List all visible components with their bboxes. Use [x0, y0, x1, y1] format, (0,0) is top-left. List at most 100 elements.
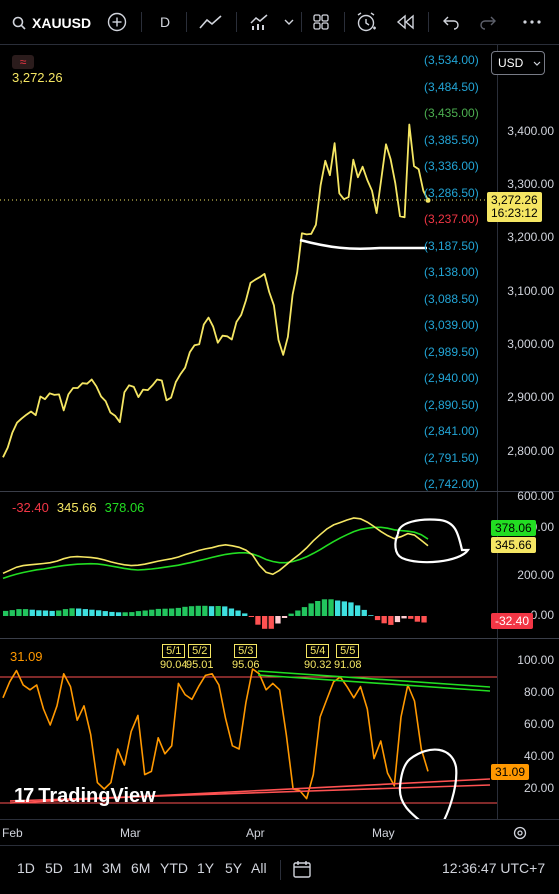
price-axis[interactable]: 3,400.00 3,300.00 3,200.00 3,100.00 3,00…	[497, 45, 559, 491]
macd-histogram-bar	[9, 610, 15, 616]
fib-level-label: (3,237.00)	[424, 212, 479, 226]
macd-histogram-bar	[149, 609, 155, 616]
time-axis[interactable]: Feb Mar Apr May	[0, 819, 559, 846]
more-dots-icon	[523, 20, 541, 24]
rsi-marker-value: 90.32	[304, 659, 332, 671]
rewind-icon	[396, 14, 414, 30]
undo-icon	[443, 16, 459, 30]
rsi-pane[interactable]: 31.09 5/1 90.04 5/2 95.01 5/3 95.06 5/4 90.32 5/…	[0, 639, 497, 819]
timeframe-1y[interactable]: 1Y	[197, 860, 215, 876]
price-pane[interactable]: ≈ 3,272.26 (3,534.00) (3,484.50) (3,435.00…	[0, 45, 497, 491]
timeframe-6m[interactable]: 6M	[131, 860, 151, 876]
macd-histogram-bar	[155, 608, 161, 616]
timeframe-5y[interactable]: 5Y	[225, 860, 243, 876]
more-button[interactable]	[517, 10, 547, 34]
macd-histogram-bar	[62, 609, 69, 616]
macd-histogram-bar	[374, 616, 381, 621]
toolbar-divider	[428, 12, 429, 32]
macd-histogram-bar	[414, 616, 420, 622]
macd-histogram-bar	[195, 605, 201, 616]
macd-histogram-bar	[135, 611, 142, 616]
toolbar-divider	[344, 12, 345, 32]
macd-histogram-bar	[275, 616, 281, 624]
price-tick: 3,300.00	[507, 177, 554, 191]
fib-level-label: (2,989.50)	[424, 344, 479, 359]
rsi-marker-tag: 5/2	[188, 644, 212, 658]
macd-tick: 0.00	[530, 608, 554, 622]
macd-histogram-bar	[142, 610, 148, 616]
price-tick: 2,900.00	[507, 390, 554, 404]
rsi-axis[interactable]: 100.00 80.00 60.00 40.00 20.00	[497, 639, 559, 819]
macd-histogram-bar	[235, 610, 241, 616]
timeframe-1m[interactable]: 1M	[73, 860, 93, 876]
macd-histogram-bar	[182, 606, 188, 616]
macd-histogram-bar	[82, 609, 88, 616]
indicators-dropdown[interactable]	[282, 10, 296, 34]
indicator-toggle[interactable]: ≈	[12, 55, 34, 69]
timeframe-3m[interactable]: 3M	[102, 860, 122, 876]
macd-histogram-bar	[421, 616, 427, 623]
macd-histogram-bar	[122, 612, 128, 616]
rsi-marker: 5/1 90.04	[160, 644, 188, 671]
layout-button[interactable]	[310, 10, 332, 34]
interval-button[interactable]: D	[154, 10, 176, 34]
macd-tick: 600.00	[517, 489, 554, 503]
support-trendline	[9, 784, 491, 802]
macd-pane[interactable]: -32.40 345.66 378.06	[0, 492, 497, 638]
rsi-tick: 100.00	[517, 653, 554, 667]
symbol-search[interactable]: XAUUSD	[12, 12, 91, 34]
macd-line	[2, 517, 429, 576]
pane-divider[interactable]	[0, 638, 559, 639]
macd-histogram-bar	[22, 609, 29, 616]
date-range-button[interactable]	[292, 859, 312, 884]
tv-logo-icon: 17	[14, 785, 34, 807]
countdown-timer: 16:23:12	[491, 206, 538, 220]
chart-type-button[interactable]	[198, 10, 224, 34]
clock-display[interactable]: 12:36:47 UTC+7	[442, 860, 546, 876]
plus-circle-icon	[107, 12, 127, 32]
redo-button[interactable]	[477, 10, 499, 34]
toolbar-divider	[186, 12, 187, 32]
toolbar-divider	[301, 12, 302, 32]
macd-histogram-bar	[169, 608, 175, 616]
rsi-marker: 5/3 95.06	[232, 644, 260, 671]
price-tick: 3,200.00	[507, 230, 554, 244]
last-price-tag: 3,272.26 16:23:12	[487, 192, 542, 222]
macd-signal-line	[2, 526, 429, 580]
macd-hist-tag: -32.40	[491, 613, 534, 629]
rsi-tick: 80.00	[523, 685, 554, 699]
macd-value-tag: 345.66	[491, 537, 536, 553]
price-line	[2, 123, 429, 458]
macd-histogram-bar	[56, 610, 62, 616]
timeframe-all[interactable]: All	[251, 860, 267, 876]
price-tick: 3,000.00	[507, 337, 554, 351]
macd-hist-value: -32.40	[12, 500, 49, 515]
fib-level-label: (3,039.00)	[424, 318, 479, 332]
top-toolbar: XAUUSD D	[0, 0, 559, 45]
macd-histogram-bar	[16, 609, 22, 616]
toolbar-divider	[236, 12, 237, 32]
price-tick: 3,400.00	[507, 124, 554, 138]
fib-level-label: (3,534.00)	[424, 53, 479, 67]
pane-divider[interactable]	[0, 491, 559, 492]
indicators-button[interactable]	[247, 10, 271, 34]
alert-button[interactable]	[354, 10, 378, 34]
rsi-chart-svg	[0, 668, 497, 819]
replay-button[interactable]	[394, 10, 416, 34]
rsi-tick: 20.00	[523, 781, 554, 795]
rsi-marker-value: 95.01	[186, 659, 214, 671]
macd-histogram-bar	[281, 616, 288, 618]
timeframe-5d[interactable]: 5D	[45, 860, 63, 876]
fib-level-label: (2,890.50)	[424, 397, 479, 412]
currency-select[interactable]: USD	[491, 51, 545, 75]
settings-button[interactable]	[512, 825, 528, 846]
compare-symbol-button[interactable]	[106, 10, 128, 34]
macd-histogram-bar	[208, 606, 215, 616]
macd-histogram-bar	[42, 610, 49, 616]
fib-level-label: (3,138.00)	[424, 265, 479, 279]
timeframe-ytd[interactable]: YTD	[160, 860, 188, 876]
undo-button[interactable]	[440, 10, 462, 34]
time-tick: Apr	[246, 826, 265, 840]
timeframe-1d[interactable]: 1D	[17, 860, 35, 876]
macd-histogram-bar	[102, 611, 108, 616]
